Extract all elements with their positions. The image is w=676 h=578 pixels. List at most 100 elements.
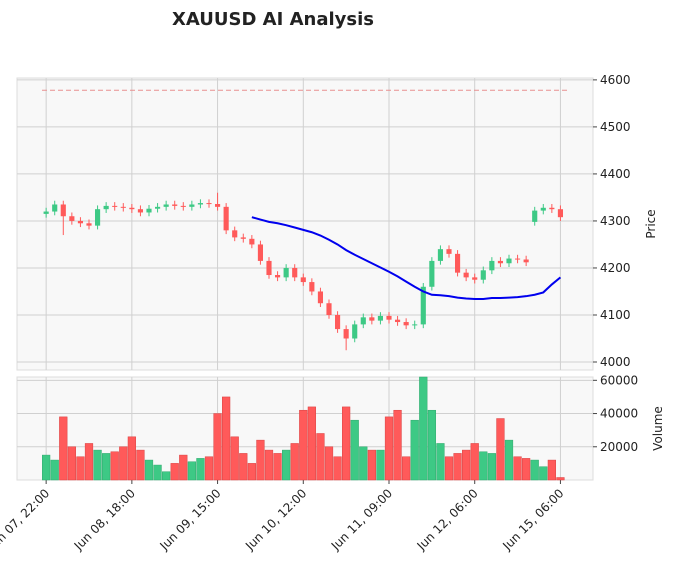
candle-body (60, 204, 66, 217)
candle-body (523, 259, 529, 263)
x-tick-label: Jun 12, 06:00 (414, 486, 481, 553)
volume-bar (204, 456, 214, 481)
candle-body (240, 237, 246, 239)
volume-bar (419, 376, 428, 481)
volume-bar (59, 416, 68, 481)
candle-body (232, 230, 238, 238)
volume-bar (436, 443, 445, 481)
volume-bar (110, 451, 119, 481)
volume-bar (547, 459, 556, 481)
candle-body (420, 286, 426, 325)
candle-body (369, 317, 375, 321)
candle-body (335, 314, 341, 330)
volume-bar (402, 456, 411, 481)
volume-bar (282, 449, 291, 481)
y2-tick-label: 40000 (600, 407, 638, 421)
volume-bar (230, 436, 239, 481)
x-tick-label: Jun 08, 18:00 (71, 486, 138, 553)
x-tick-label: Jun 09, 15:00 (156, 486, 223, 553)
y-tick-label: 4400 (600, 167, 631, 181)
volume-bar (84, 443, 94, 481)
candle-body (249, 238, 255, 245)
candle-body (480, 270, 486, 280)
volume-bar (479, 451, 488, 481)
candle-body (515, 258, 521, 260)
candle-body (506, 258, 512, 264)
candle-body (69, 216, 75, 221)
volume-bar (102, 453, 111, 481)
volume-bar (487, 453, 496, 481)
y-tick-label: 4000 (600, 355, 631, 369)
candle-body (497, 260, 503, 264)
x-tick-label: Jun 10, 12:00 (242, 486, 309, 553)
volume-bar (42, 454, 51, 481)
volume-bar (222, 396, 231, 481)
volume-bar (513, 456, 522, 481)
candle-body (403, 322, 409, 326)
volume-bar (187, 461, 196, 481)
candle-body (146, 208, 152, 213)
candle-body (352, 324, 358, 339)
candle-body (112, 205, 118, 207)
volume-bar (50, 459, 59, 481)
volume-bar (427, 409, 436, 481)
candle-body (412, 324, 418, 326)
candle-body (223, 206, 229, 231)
candle-body (137, 209, 143, 213)
volume-bar (522, 458, 531, 481)
volume-bar (239, 453, 248, 481)
volume-bar (444, 456, 454, 481)
volume-bar (324, 446, 334, 481)
volume-bar (153, 464, 162, 481)
volume-bar (179, 454, 188, 481)
volume-bar (119, 446, 128, 481)
candle-body (283, 267, 289, 278)
y2-tick-label: 60000 (600, 373, 638, 387)
candle-body (43, 211, 49, 214)
candle-body (77, 220, 83, 224)
candle-body (129, 207, 135, 210)
candle-body (540, 207, 546, 211)
candle-body (275, 275, 281, 278)
candle-body (360, 317, 366, 325)
volume-bar (316, 433, 325, 481)
y-tick-label: 4600 (600, 73, 631, 87)
x-tick-label: Jun 11, 09:00 (328, 486, 395, 553)
volume-bar (290, 443, 299, 481)
candle-body (557, 209, 563, 218)
x-tick-label: Jun 15, 06:00 (499, 486, 566, 553)
candle-body (206, 203, 212, 205)
volume-bar (307, 406, 316, 481)
volume-bar (556, 477, 565, 481)
volume-bar (333, 456, 342, 481)
volume-bar (350, 419, 359, 481)
y-axis-label: Price (644, 209, 658, 238)
volume-bar (127, 436, 136, 481)
price-panel (16, 77, 594, 371)
candle-body (437, 249, 443, 261)
moving-average-line (251, 216, 562, 300)
candle-body (197, 203, 203, 205)
candle-body (95, 209, 101, 226)
volume-bar (162, 471, 171, 481)
volume-bar (213, 413, 222, 481)
candle-body (266, 260, 272, 276)
y2-axis-label: Volume (651, 406, 665, 451)
volume-bar (376, 449, 385, 481)
candle-body (472, 277, 478, 280)
candle-body (300, 277, 306, 283)
candle-body (120, 206, 126, 208)
volume-bar (470, 443, 479, 481)
candle-body (532, 210, 538, 222)
candle-body (215, 204, 221, 207)
volume-bar (144, 459, 154, 481)
candle-body (317, 291, 323, 304)
volume-bar (256, 439, 265, 481)
candle-body (257, 244, 263, 261)
candle-body (326, 303, 332, 315)
candle-body (343, 329, 349, 339)
candle-body (489, 260, 495, 271)
volume-bar (453, 453, 462, 481)
y2-tick-label: 20000 (600, 440, 638, 454)
